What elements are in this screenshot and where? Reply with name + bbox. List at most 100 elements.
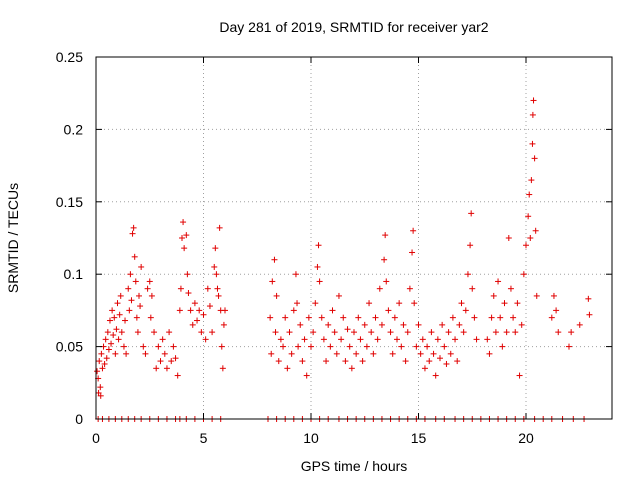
data-point [391, 314, 398, 321]
data-point [211, 263, 218, 270]
data-point [166, 329, 173, 336]
y-tick-label: 0.25 [56, 49, 83, 65]
data-point [503, 329, 510, 336]
y-tick-label: 0 [75, 411, 83, 427]
data-point [97, 392, 104, 399]
data-point [523, 242, 529, 249]
data-point [303, 372, 310, 379]
data-point [132, 278, 139, 285]
data-point [378, 321, 385, 328]
data-point [280, 343, 287, 350]
data-point [161, 350, 168, 357]
data-point [134, 329, 141, 336]
data-point [148, 292, 155, 299]
data-point [267, 314, 274, 321]
data-point [363, 343, 370, 350]
data-point [282, 314, 289, 321]
data-point [441, 343, 448, 350]
data-point [101, 360, 108, 367]
data-point [568, 329, 575, 336]
data-point [501, 300, 508, 307]
data-point [415, 321, 422, 328]
data-point [212, 245, 219, 252]
data-point [206, 303, 213, 310]
data-point [576, 321, 583, 328]
data-point [215, 292, 222, 299]
data-point [318, 314, 325, 321]
data-point [213, 271, 220, 278]
data-point [329, 307, 336, 314]
data-point [168, 358, 175, 365]
data-point [526, 191, 533, 198]
data-point [520, 271, 527, 278]
plot-frame [95, 56, 613, 420]
data-point [566, 343, 572, 350]
data-point [469, 285, 476, 292]
data-point [299, 358, 306, 365]
data-point [525, 213, 532, 220]
data-point [387, 329, 394, 336]
data-point [163, 365, 170, 372]
data-point [359, 358, 366, 365]
data-point [518, 321, 525, 328]
data-point [153, 365, 160, 372]
data-point [114, 300, 121, 307]
data-point [548, 314, 555, 321]
data-point [419, 336, 426, 343]
data-point [315, 242, 322, 249]
data-point [98, 350, 105, 357]
data-point [331, 329, 338, 336]
data-point [310, 329, 317, 336]
data-point [468, 210, 475, 217]
data-point [122, 317, 129, 324]
data-point [357, 336, 364, 343]
data-point [473, 336, 480, 343]
data-point [421, 365, 428, 372]
data-point [398, 343, 405, 350]
data-point [432, 372, 439, 379]
data-point [424, 343, 431, 350]
data-point [130, 224, 137, 231]
data-point [437, 355, 443, 362]
data-point [109, 307, 116, 314]
data-point [144, 285, 151, 292]
data-point [136, 292, 142, 299]
data-point [294, 300, 301, 307]
data-point [426, 358, 433, 365]
data-point [290, 307, 297, 314]
data-point [507, 285, 514, 292]
data-point [368, 329, 375, 336]
data-point [495, 278, 502, 285]
data-point [292, 271, 299, 278]
data-point [129, 230, 136, 237]
data-point [125, 285, 132, 292]
data-point [155, 343, 162, 350]
data-point [140, 343, 147, 350]
data-point [338, 336, 345, 343]
data-point [202, 336, 209, 343]
data-point [488, 314, 495, 321]
data-point [325, 321, 332, 328]
data-point [277, 336, 284, 343]
data-point [177, 285, 184, 292]
y-tick-label: 0.05 [56, 339, 83, 355]
data-point [104, 329, 111, 336]
data-point [372, 314, 379, 321]
data-point [120, 343, 127, 350]
data-point [550, 292, 557, 299]
data-point [108, 340, 115, 347]
data-point [127, 271, 134, 278]
data-point [159, 336, 166, 343]
grid-layer [96, 57, 612, 419]
data-point [113, 326, 120, 333]
data-point [585, 295, 592, 302]
data-point [510, 314, 517, 321]
data-point [383, 278, 390, 285]
data-point [553, 307, 560, 314]
data-point [295, 343, 302, 350]
data-point [374, 336, 381, 343]
data-point [288, 350, 295, 357]
data-point [499, 343, 506, 350]
data-point [106, 317, 113, 324]
